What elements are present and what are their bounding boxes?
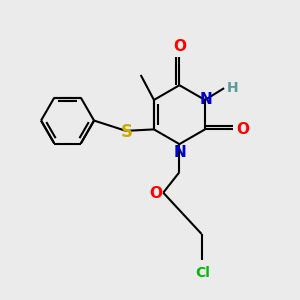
Text: S: S [121, 123, 133, 141]
Text: Cl: Cl [195, 266, 210, 280]
Text: H: H [227, 81, 239, 95]
Text: N: N [200, 92, 213, 106]
Text: O: O [149, 186, 162, 201]
Text: N: N [174, 145, 187, 160]
Text: O: O [236, 122, 249, 137]
Text: O: O [173, 39, 186, 54]
